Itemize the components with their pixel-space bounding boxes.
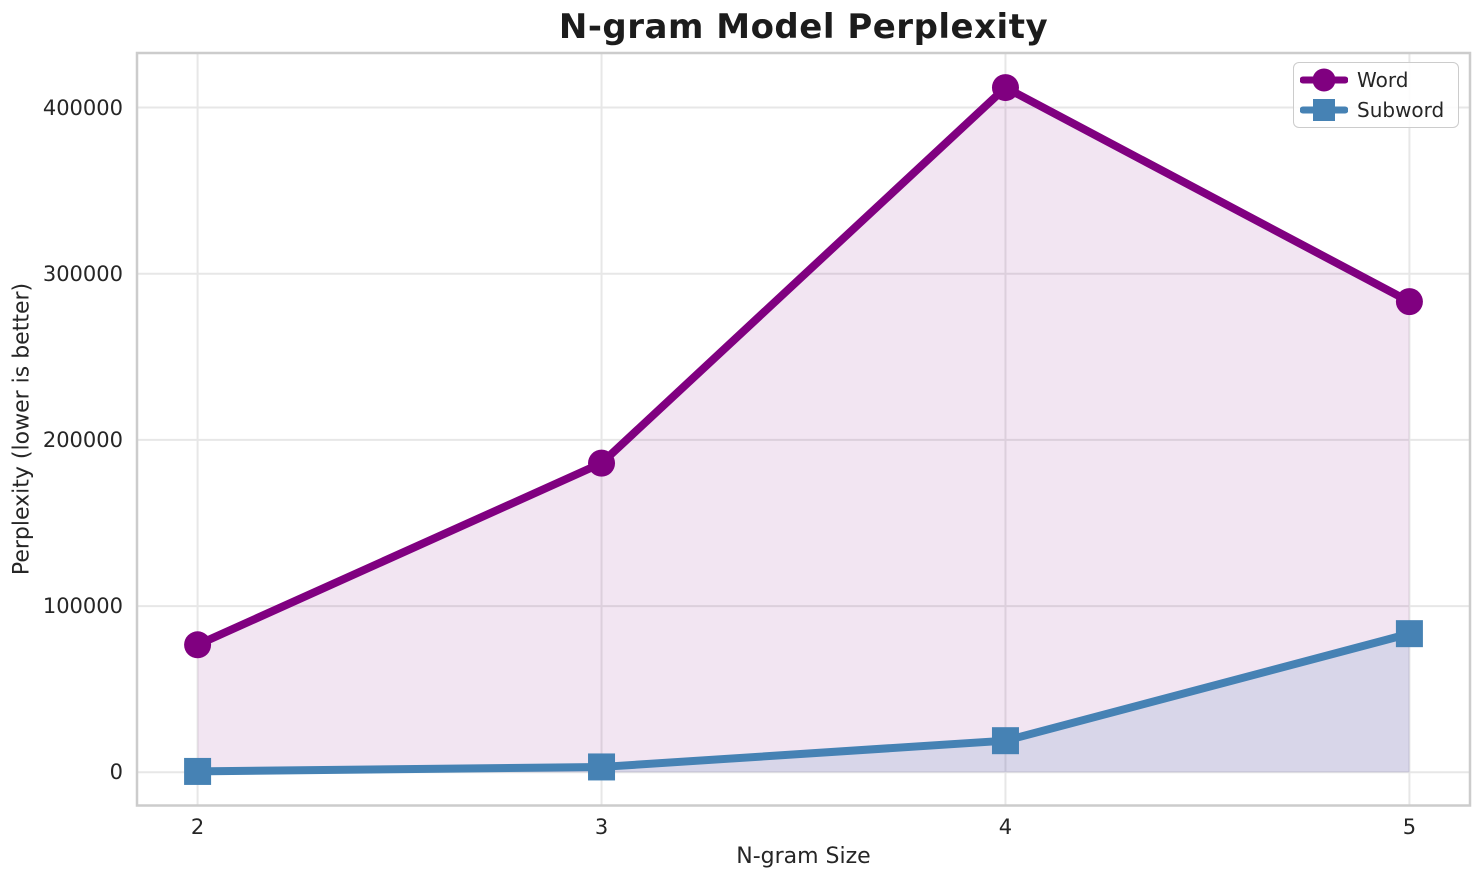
word-marker xyxy=(184,631,212,659)
word-legend-marker-icon xyxy=(1300,68,1348,92)
word-marker xyxy=(991,74,1019,102)
y-tick-label: 300000 xyxy=(42,261,123,286)
plot-border xyxy=(135,51,1472,807)
x-tick-label: 2 xyxy=(190,815,205,839)
word-area xyxy=(197,87,1410,773)
y-axis-label: Perplexity (lower is better) xyxy=(9,282,35,576)
word-marker xyxy=(588,449,616,477)
legend-item-word: Word xyxy=(1300,66,1452,95)
y-tick-label: 200000 xyxy=(42,427,123,452)
subword-line xyxy=(193,629,1414,776)
x-axis-label: N-gram Size xyxy=(736,844,871,869)
y-tick-label: 0 xyxy=(109,760,123,785)
word-marker xyxy=(1395,288,1423,316)
subword-marker xyxy=(1395,620,1423,648)
legend-label-word: Word xyxy=(1357,68,1409,92)
x-tick-label: 5 xyxy=(1402,815,1417,839)
x-tick-label: 4 xyxy=(998,815,1013,839)
legend-label-subword: Subword xyxy=(1357,98,1445,122)
legend-item-subword: Subword xyxy=(1300,96,1452,125)
subword-marker xyxy=(184,757,212,785)
legend-box: Word Subword xyxy=(1293,62,1459,128)
y-tick-label: 100000 xyxy=(42,594,123,619)
y-tick-label: 400000 xyxy=(42,95,123,120)
word-line xyxy=(193,83,1414,649)
x-tick-label: 3 xyxy=(594,815,609,839)
subword-marker xyxy=(588,753,616,781)
chart-title: N-gram Model Perplexity xyxy=(558,7,1049,47)
subword-area xyxy=(197,633,1410,773)
subword-marker xyxy=(991,727,1019,755)
subword-legend-marker-icon xyxy=(1300,99,1348,121)
